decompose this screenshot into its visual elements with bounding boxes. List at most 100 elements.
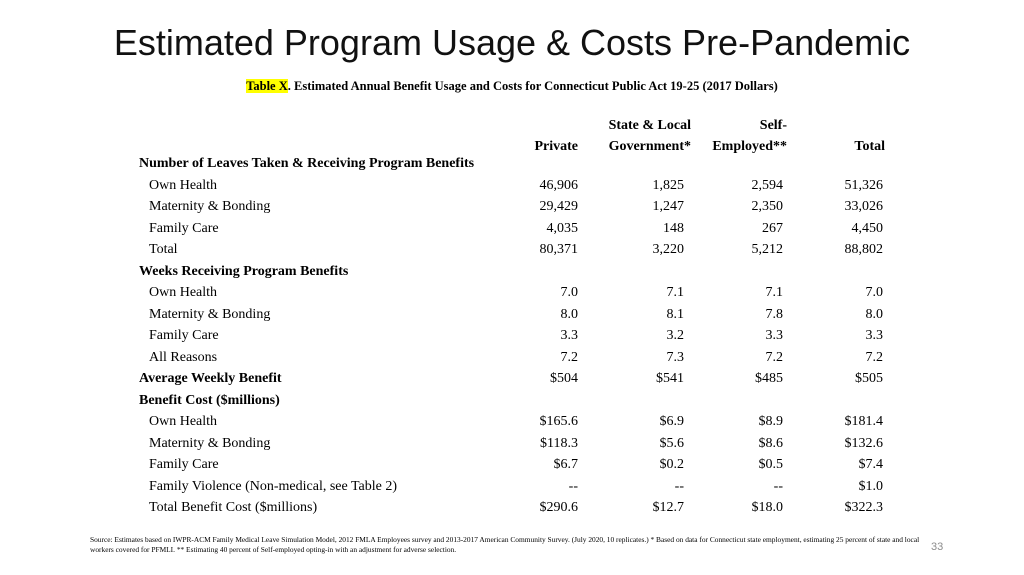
cell-value: $6.9	[659, 414, 685, 429]
cell-value: 1,247	[652, 199, 685, 214]
cell-value: --	[674, 478, 684, 494]
table-caption-highlight: Table X	[246, 79, 288, 93]
cell-value: 80,371	[539, 242, 579, 257]
table-section-row: Average Weekly Benefit $504 $541 $485 $505	[0, 371, 1024, 393]
slide-title: Estimated Program Usage & Costs Pre-Pand…	[113, 22, 911, 63]
row-label: Total	[149, 242, 178, 257]
table-caption: Table X. Estimated Annual Benefit Usage …	[0, 79, 1024, 94]
table-row: Total Benefit Cost ($millions) $290.6 $12.…	[0, 500, 1024, 522]
cell-value: $8.9	[758, 414, 784, 429]
table-row: Total 80,371 3,220 5,212 88,802	[0, 242, 1024, 264]
table-section-row: Benefit Cost ($millions)	[0, 393, 1024, 415]
column-header-line2: Total	[854, 139, 885, 154]
column-header-self-employed: Self- Employed**	[712, 115, 787, 157]
cell-value: $8.6	[758, 435, 784, 451]
column-header-line1: State & Local	[608, 118, 691, 133]
row-label: Family Care	[149, 220, 219, 236]
table-row: Family Care 3.3 3.2 3.3 3.3	[0, 328, 1024, 350]
table-row: Own Health 7.0 7.1 7.1 7.0	[0, 285, 1024, 307]
cell-value: 7.8	[765, 306, 784, 322]
cell-value: 51,326	[844, 177, 884, 193]
table-row: Family Care $6.7 $0.2 $0.5 $7.4	[0, 457, 1024, 479]
cell-value: $18.0	[751, 500, 784, 515]
table-row: All Reasons 7.2 7.3 7.2 7.2	[0, 350, 1024, 372]
table-row: Maternity & Bonding 29,429 1,247 2,350 33,02…	[0, 199, 1024, 221]
cell-value: 2,594	[751, 177, 784, 193]
column-header-line1: Self-	[759, 118, 787, 133]
source-note: Source: Estimates based on IWPR-ACM Fami…	[90, 535, 920, 554]
cell-value: 29,429	[539, 199, 579, 214]
cell-value: $165.6	[539, 414, 579, 429]
table-section-row: Number of Leaves Taken & Receiving Progr…	[0, 156, 1024, 178]
table-row: Maternity & Bonding $118.3 $5.6 $8.6 $132.6	[0, 436, 1024, 458]
cell-value: 7.0	[560, 285, 579, 300]
table-row: Family Violence (Non-medical, see Table …	[0, 479, 1024, 501]
cell-value: 3.3	[560, 328, 579, 343]
cell-value: $504	[550, 371, 578, 386]
cell-value: 5,212	[751, 242, 784, 257]
column-header-line1	[534, 115, 578, 136]
column-header-line1	[854, 115, 885, 136]
row-label: Family Violence (Non-medical, see Table …	[149, 478, 398, 494]
cell-value: 8.0	[865, 306, 884, 322]
column-header-total: Total	[854, 115, 885, 157]
cell-value: 8.1	[666, 306, 685, 322]
cell-value: $1.0	[858, 478, 884, 494]
row-label: Own Health	[149, 414, 218, 429]
cell-value: $5.6	[659, 435, 685, 451]
cell-value: 7.2	[865, 349, 884, 365]
table-caption-text: . Estimated Annual Benefit Usage and Cos…	[287, 79, 778, 93]
column-header-line2: Government*	[608, 139, 691, 154]
column-header-line2: Private	[534, 139, 578, 154]
cell-value: $132.6	[844, 435, 884, 451]
cell-value: $181.4	[844, 414, 884, 429]
row-label: Benefit Cost ($millions)	[139, 392, 280, 408]
cell-value: 7.0	[865, 285, 884, 300]
cell-value: $12.7	[652, 500, 685, 515]
cell-value: 88,802	[844, 242, 884, 257]
cell-value: 7.3	[666, 349, 685, 365]
table-row: Own Health 46,906 1,825 2,594 51,326	[0, 178, 1024, 200]
column-header-private: Private	[534, 115, 578, 157]
row-label: Maternity & Bonding	[149, 306, 271, 322]
cell-value: 33,026	[844, 199, 884, 214]
row-label: Weeks Receiving Program Benefits	[139, 263, 349, 279]
cell-value: $505	[855, 371, 883, 386]
cell-value: 7.1	[765, 285, 784, 300]
row-label: Number of Leaves Taken & Receiving Progr…	[139, 156, 475, 171]
cell-value: $541	[656, 371, 684, 386]
cell-value: 7.1	[666, 285, 685, 300]
cell-value: --	[773, 478, 783, 494]
cell-value: 3.2	[666, 328, 685, 343]
cell-value: 3.3	[865, 328, 884, 343]
row-label: Maternity & Bonding	[149, 199, 271, 214]
cell-value: 7.2	[765, 349, 784, 365]
row-label: Own Health	[149, 285, 218, 300]
column-header-line2: Employed**	[712, 139, 787, 154]
row-label: Family Care	[149, 328, 219, 343]
cell-value: 7.2	[560, 349, 579, 365]
table-section-row: Weeks Receiving Program Benefits	[0, 264, 1024, 286]
row-label: Own Health	[149, 177, 218, 193]
cell-value: $485	[755, 371, 783, 386]
row-label: Family Care	[149, 457, 219, 472]
row-label: Maternity & Bonding	[149, 435, 271, 451]
cell-value: $0.5	[758, 457, 784, 472]
cell-value: 8.0	[560, 306, 579, 322]
cell-value: 267	[762, 220, 783, 236]
row-label: Average Weekly Benefit	[139, 371, 282, 386]
cell-value: $322.3	[844, 500, 884, 515]
table-row: Family Care 4,035 148 267 4,450	[0, 221, 1024, 243]
cell-value: 4,450	[851, 220, 884, 236]
cell-value: 4,035	[546, 220, 579, 236]
cell-value: 46,906	[539, 177, 579, 193]
cell-value: $0.2	[659, 457, 685, 472]
cell-value: $7.4	[858, 457, 884, 472]
cell-value: 2,350	[751, 199, 784, 214]
cell-value: $290.6	[539, 500, 579, 515]
cell-value: 148	[663, 220, 684, 236]
cell-value: --	[568, 478, 578, 494]
table-row: Own Health $165.6 $6.9 $8.9 $181.4	[0, 414, 1024, 436]
row-label: All Reasons	[149, 349, 218, 365]
page-number: 33	[931, 541, 944, 553]
